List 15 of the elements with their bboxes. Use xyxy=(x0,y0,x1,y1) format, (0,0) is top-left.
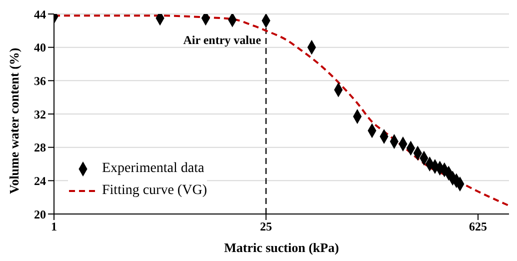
y-tick-label: 28 xyxy=(34,140,46,155)
x-tick-label: 625 xyxy=(469,220,488,234)
y-tick-label: 24 xyxy=(34,174,46,188)
ref-line-label: Air entry value xyxy=(183,33,262,47)
legend-label: Fitting curve (VG) xyxy=(102,182,207,200)
y-axis-title: Volume water content (%) xyxy=(6,48,22,194)
y-tick-label: 20 xyxy=(34,207,46,222)
x-axis-title: Matric suction (kPa) xyxy=(224,240,339,255)
y-tick-label: 32 xyxy=(34,107,46,122)
y-tick-label: 40 xyxy=(34,40,46,55)
x-tick-label: 1 xyxy=(51,220,57,234)
y-tick-label: 36 xyxy=(34,74,46,88)
y-tick-label: 44 xyxy=(34,7,46,22)
x-tick-label: 25 xyxy=(260,220,272,234)
legend-label: Experimental data xyxy=(102,160,204,178)
